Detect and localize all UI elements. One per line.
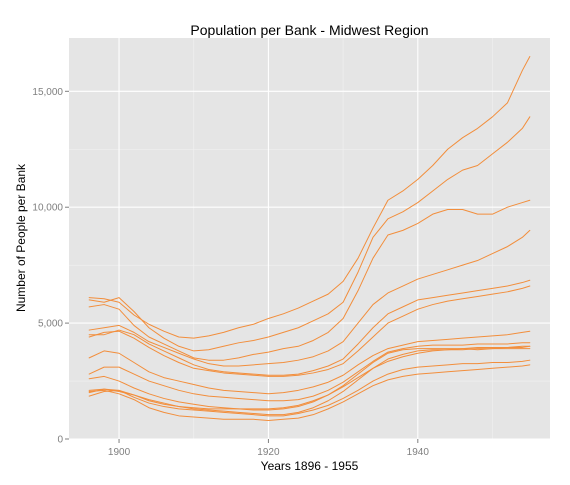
series-line xyxy=(88,359,531,417)
x-tick-label: 1920 xyxy=(257,447,280,458)
series-line xyxy=(88,56,531,339)
y-tick-label: 0 xyxy=(57,435,63,446)
series-line xyxy=(88,348,531,416)
x-tick-label: 1900 xyxy=(108,447,131,458)
major-gridlines xyxy=(69,38,550,440)
chart-title: Population per Bank - Midwest Region xyxy=(190,22,428,38)
series-lines xyxy=(88,56,531,421)
series-line xyxy=(88,364,531,421)
series-line xyxy=(88,199,531,361)
series-line xyxy=(88,279,531,376)
series-line xyxy=(88,285,531,377)
x-tick-label: 1940 xyxy=(407,447,430,458)
y-tick-label: 10,000 xyxy=(32,203,63,214)
series-line xyxy=(88,116,531,352)
series-line xyxy=(88,229,531,367)
series-line xyxy=(88,345,531,410)
x-axis: 1900 1920 1940 xyxy=(108,439,429,458)
series-line xyxy=(88,330,531,395)
y-axis-title: Number of People per Bank xyxy=(14,163,28,312)
plot-panel xyxy=(69,38,550,439)
y-axis: 0 5,000 10,000 15,000 xyxy=(32,87,69,446)
y-tick-label: 5,000 xyxy=(38,319,63,330)
series-line xyxy=(88,342,531,402)
y-tick-label: 15,000 xyxy=(32,87,63,98)
x-axis-title: Years 1896 - 1955 xyxy=(261,459,359,473)
